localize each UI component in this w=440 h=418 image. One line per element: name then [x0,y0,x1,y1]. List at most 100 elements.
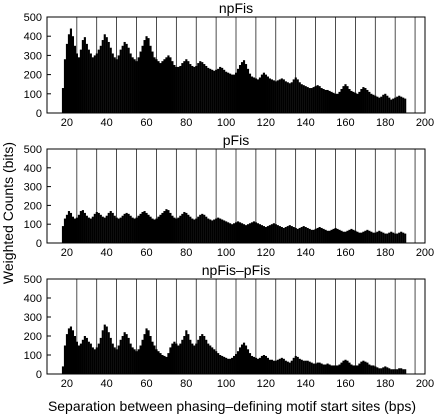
y-tick-label: 500 [24,12,42,24]
bar [292,79,295,113]
bar [382,367,385,374]
bar [223,356,226,374]
bar [390,231,393,243]
bar [252,77,256,113]
y-tick-label: 100 [24,89,42,101]
bar [127,213,130,243]
bar [286,361,289,374]
bar [111,212,114,243]
bar [380,231,383,243]
bar [306,360,309,374]
bar [207,218,210,243]
bar [276,225,279,243]
bar [250,76,254,113]
bar [219,355,222,374]
bar [205,339,208,374]
bar [137,57,140,113]
bar [236,351,240,374]
bar [332,92,335,113]
bar [282,358,285,374]
bar [119,217,122,243]
bar [270,359,273,374]
bar [161,355,164,374]
bar [404,233,407,243]
bar [105,215,108,243]
bar [320,88,323,113]
bar [127,337,130,374]
bar [147,214,150,243]
y-tick-label: 100 [24,350,42,362]
bar [284,81,287,113]
bar [79,211,82,243]
bar [302,85,305,113]
bar [298,227,301,243]
bar [193,66,196,113]
bar [171,61,174,113]
bar [348,229,351,243]
bar [280,78,283,113]
bar [242,342,246,374]
bar [262,226,265,243]
bar [380,368,383,374]
bar [185,330,188,374]
bar [65,43,69,113]
bar [312,363,315,374]
bar [69,212,73,243]
bar [109,47,112,113]
bar [402,97,405,113]
bar [360,361,363,374]
bar [330,229,333,243]
bar [187,214,190,243]
bar [149,216,152,243]
bar [250,355,254,374]
bar [229,73,232,113]
bar [83,336,86,374]
bar [324,229,327,243]
bar [213,349,216,374]
bar [183,61,186,113]
bar [284,360,287,374]
bar [111,343,114,374]
bar [360,89,363,113]
bar [141,339,144,374]
bar [157,61,160,113]
bar [256,223,260,243]
x-tick-label: 160 [336,378,354,390]
bar [240,344,244,374]
bar [398,232,401,243]
bar [308,361,311,374]
bar [87,217,90,243]
bar [260,74,264,113]
bar [139,213,142,243]
bar [266,357,269,374]
bar [298,82,301,113]
y-tick-label: 100 [24,219,42,231]
bar [77,214,80,243]
y-tick-label: 300 [24,182,42,194]
bar [304,360,307,374]
bar [312,229,315,243]
bar [133,218,136,243]
bar [304,86,307,113]
bar [324,364,327,374]
bar [300,227,303,243]
bar [300,84,303,113]
bar [125,43,128,113]
bar [71,330,75,374]
bar [364,361,367,374]
bar [286,82,289,113]
bar [189,216,192,243]
bar [256,358,260,374]
x-axis-label: Separation between phasing–defining moti… [48,398,416,414]
x-tick-label: 60 [140,247,152,259]
x-tick-label: 140 [296,247,314,259]
bar [101,330,104,374]
bar [258,357,262,374]
bar [244,225,248,243]
bar [348,362,351,374]
x-tick-label: 120 [257,378,275,390]
bar [244,64,248,113]
bar [352,365,355,374]
bar [402,232,405,243]
bar [223,69,226,113]
